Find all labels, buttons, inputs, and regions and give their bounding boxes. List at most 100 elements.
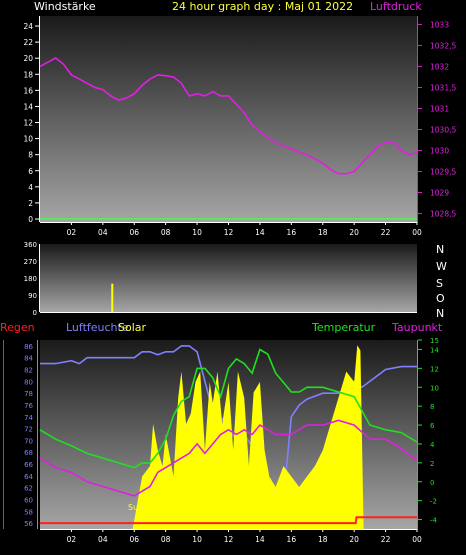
p3-y-right-tick-label: 14 — [430, 346, 439, 354]
compass-letter-s: S — [436, 277, 443, 290]
p3-y-right-tick-label: 8 — [430, 403, 434, 411]
p1-y-left-tick-label: 14 — [23, 102, 33, 111]
p2-y-tick-label: 360 — [24, 241, 37, 249]
p3-x-tick-label: 12 — [224, 535, 234, 544]
pressure-line — [39, 57, 418, 175]
rain-label: Regen — [0, 321, 35, 334]
temperature-line — [39, 348, 418, 469]
p3-x-tick-label: 08 — [161, 535, 171, 544]
p1-y-right-tick-label: 1031,5 — [430, 83, 456, 92]
p3-y-left-tick-label: 64 — [24, 473, 33, 481]
p3-y-left-tick-label: 82 — [24, 367, 33, 375]
p3-y-left-tick-label: 86 — [24, 343, 33, 351]
wind-direction-panel — [40, 244, 417, 312]
p1-x-tick-label: 08 — [161, 228, 171, 237]
p3-x-tick-label: 16 — [287, 535, 297, 544]
wind-direction-axes — [39, 244, 417, 313]
p3-y-right-tick-label: -4 — [430, 517, 438, 525]
p1-x-tick-label: 00 — [412, 228, 422, 237]
solar-area — [40, 345, 417, 529]
p3-x-tick-label: 04 — [98, 535, 108, 544]
compass-letter-n-bottom: N — [436, 307, 444, 320]
p3-x-tick-label: 22 — [381, 535, 391, 544]
p3-y-left-tick-label: 80 — [24, 378, 33, 386]
p3-x-tick-label: 00 — [412, 535, 422, 544]
p1-x-tick-label: 02 — [67, 228, 77, 237]
temperature-label: Temperatur — [311, 321, 376, 334]
p1-y-left-tick-label: 20 — [23, 54, 33, 63]
p3-y-left-tick-label: 60 — [24, 496, 33, 504]
p1-y-left-tick-label: 6 — [28, 167, 33, 176]
p2-y-tick-label: 0 — [33, 309, 37, 317]
p3-y-left-tick-label: 56 — [24, 520, 33, 528]
p3-y-right-tick-label: 10 — [430, 384, 439, 392]
dewpoint-line — [39, 419, 418, 497]
p3-y-left-tick-label: 68 — [24, 449, 33, 457]
p1-y-left-tick-label: 16 — [23, 86, 33, 95]
p2-y-tick-label: 180 — [24, 275, 37, 283]
p1-y-left-tick-label: 10 — [23, 135, 33, 144]
p1-y-left-tick-label: 18 — [23, 70, 33, 79]
p1-x-tick-label: 18 — [318, 228, 328, 237]
humidity-label: Luftfeuchte — [66, 321, 129, 334]
p1-x-tick-label: 14 — [255, 228, 265, 237]
p3-y-right-tick-label: 0 — [430, 479, 434, 487]
p1-y-right-tick-label: 1032 — [430, 62, 449, 71]
p3-y-left-tick-label: 72 — [24, 426, 33, 434]
p2-y-tick-label: 270 — [24, 258, 37, 266]
pressure-wind-panel — [40, 16, 417, 222]
p3-y-left-tick-label: 58 — [24, 508, 33, 516]
p3-y-right-tick-label: 4 — [430, 441, 435, 449]
p1-y-right-tick-label: 1031 — [430, 104, 449, 113]
compass-letter-w: W — [436, 260, 447, 273]
p3-x-tick-label: 10 — [192, 535, 202, 544]
p1-x-tick-label: 20 — [349, 228, 359, 237]
p1-y-right-tick-label: 1029 — [430, 189, 449, 198]
compass-letters: N W S O N — [436, 243, 447, 320]
p1-y-right-tick-label: 1030 — [430, 147, 449, 156]
p1-y-left-tick-label: 2 — [28, 199, 33, 208]
p3-y-right-tick-label: 2 — [430, 460, 434, 468]
p1-y-left-tick-label: 0 — [28, 215, 33, 224]
p3-y-left-tick-label: 78 — [24, 390, 33, 398]
solar-label: Solar — [118, 321, 147, 334]
p1-y-right-tick-label: 1033 — [430, 20, 449, 29]
p1-y-right-tick-label: 1028,5 — [430, 210, 456, 219]
p1-x-tick-label: 22 — [381, 228, 391, 237]
p3-y-right-tick-label: -2 — [430, 498, 437, 506]
compass-letter-n-top: N — [436, 243, 444, 256]
dewpoint-label: Taupunkt — [391, 321, 443, 334]
graph-title: 24 hour graph day : Maj 01 2022 — [172, 0, 353, 13]
p3-y-left-tick-label: 70 — [24, 437, 33, 445]
p1-x-tick-label: 10 — [192, 228, 202, 237]
p3-y-left-tick-label: 84 — [24, 355, 33, 363]
p1-y-left-tick-label: 24 — [23, 22, 33, 31]
p3-y-left-tick-label: 74 — [24, 414, 33, 422]
rain-line — [40, 516, 417, 525]
p3-x-tick-label: 06 — [129, 535, 139, 544]
pressure-label: Luftdruck — [370, 0, 422, 13]
p1-x-tick-label: 06 — [129, 228, 139, 237]
p3-x-tick-label: 02 — [67, 535, 77, 544]
wind-speed-label: Windstärke — [34, 0, 96, 13]
p1-x-tick-label: 16 — [287, 228, 297, 237]
p3-x-tick-label: 18 — [318, 535, 328, 544]
p1-x-tick-label: 04 — [98, 228, 108, 237]
p3-y-left-tick-label: 62 — [24, 485, 33, 493]
p1-y-left-tick-label: 12 — [23, 119, 33, 128]
compass-letter-o: O — [436, 292, 445, 305]
p2-y-tick-label: 90 — [28, 292, 37, 300]
p3-y-right-tick-label: 15 — [430, 337, 439, 345]
p1-y-left-tick-label: 8 — [28, 151, 33, 160]
p1-y-left-tick-label: 22 — [23, 38, 33, 47]
p1-y-left-tick-label: 4 — [28, 183, 33, 192]
p3-y-right-tick-label: 12 — [430, 365, 439, 373]
p3-x-tick-label: 20 — [349, 535, 359, 544]
p3-y-right-tick-label: 6 — [430, 422, 435, 430]
p1-x-tick-label: 12 — [224, 228, 234, 237]
p1-y-right-tick-label: 1030,5 — [430, 126, 456, 135]
p1-y-right-tick-label: 1032,5 — [430, 41, 456, 50]
p3-x-tick-label: 14 — [255, 535, 265, 544]
p1-y-right-tick-label: 1029,5 — [430, 168, 456, 177]
